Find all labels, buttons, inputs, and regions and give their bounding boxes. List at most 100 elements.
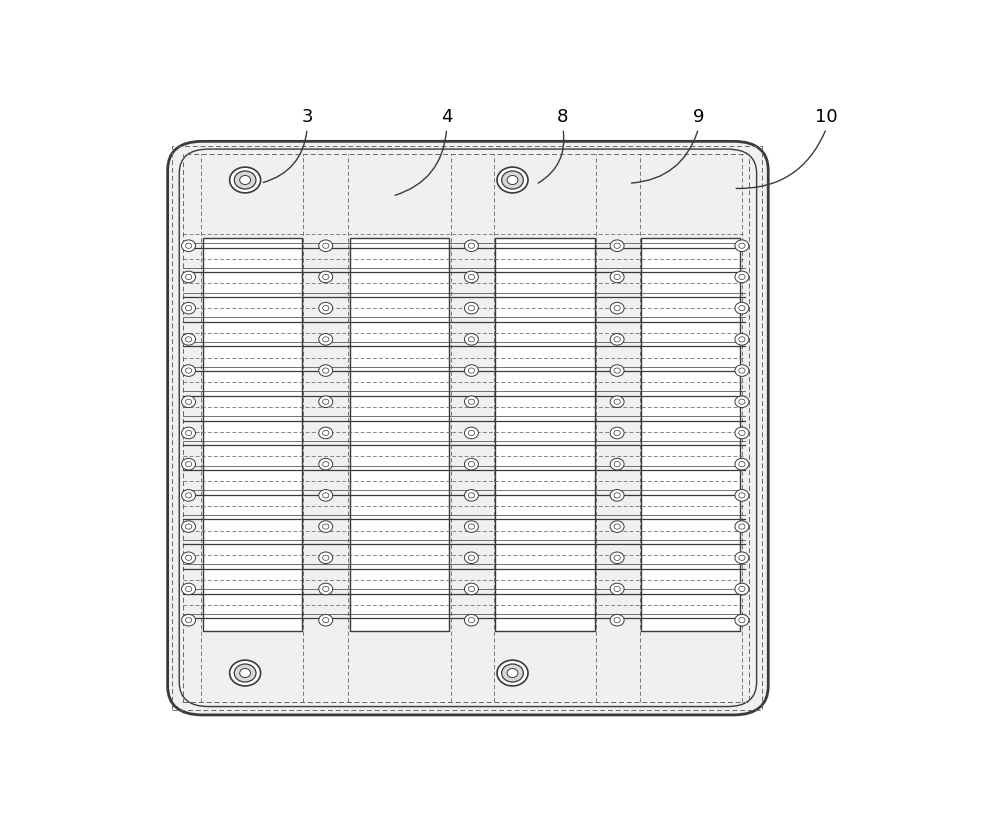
Circle shape bbox=[614, 400, 620, 405]
Circle shape bbox=[614, 618, 620, 623]
Circle shape bbox=[610, 553, 624, 564]
Text: 8: 8 bbox=[557, 108, 569, 126]
Circle shape bbox=[319, 459, 333, 471]
Circle shape bbox=[185, 306, 192, 311]
Circle shape bbox=[468, 555, 475, 561]
Circle shape bbox=[464, 553, 478, 564]
Circle shape bbox=[735, 521, 749, 533]
Circle shape bbox=[319, 614, 333, 626]
Circle shape bbox=[614, 306, 620, 311]
Circle shape bbox=[464, 490, 478, 502]
Circle shape bbox=[182, 365, 196, 377]
Circle shape bbox=[468, 275, 475, 280]
Circle shape bbox=[739, 338, 745, 343]
Circle shape bbox=[323, 618, 329, 623]
Circle shape bbox=[739, 493, 745, 498]
Circle shape bbox=[182, 241, 196, 252]
Circle shape bbox=[240, 669, 251, 678]
Circle shape bbox=[610, 490, 624, 502]
Circle shape bbox=[614, 462, 620, 467]
Circle shape bbox=[735, 614, 749, 626]
Circle shape bbox=[610, 272, 624, 283]
Circle shape bbox=[468, 524, 475, 529]
Circle shape bbox=[735, 490, 749, 502]
Circle shape bbox=[323, 524, 329, 529]
Circle shape bbox=[735, 584, 749, 595]
Circle shape bbox=[464, 241, 478, 252]
Circle shape bbox=[464, 334, 478, 346]
Circle shape bbox=[610, 396, 624, 408]
Circle shape bbox=[739, 275, 745, 280]
Circle shape bbox=[323, 431, 329, 436]
Circle shape bbox=[319, 334, 333, 346]
Text: 10: 10 bbox=[815, 108, 838, 126]
Circle shape bbox=[610, 584, 624, 595]
Circle shape bbox=[319, 521, 333, 533]
Circle shape bbox=[507, 176, 518, 186]
Circle shape bbox=[735, 396, 749, 408]
Circle shape bbox=[323, 338, 329, 343]
Circle shape bbox=[230, 660, 261, 686]
Circle shape bbox=[240, 176, 251, 186]
Circle shape bbox=[497, 660, 528, 686]
Circle shape bbox=[464, 365, 478, 377]
Circle shape bbox=[464, 303, 478, 314]
Circle shape bbox=[610, 303, 624, 314]
Circle shape bbox=[739, 244, 745, 249]
Circle shape bbox=[182, 614, 196, 626]
Bar bbox=[202, 239, 302, 631]
Circle shape bbox=[319, 428, 333, 439]
Circle shape bbox=[464, 396, 478, 408]
Circle shape bbox=[739, 431, 745, 436]
Circle shape bbox=[182, 459, 196, 471]
Circle shape bbox=[614, 493, 620, 498]
Circle shape bbox=[182, 272, 196, 283]
Circle shape bbox=[735, 459, 749, 471]
Circle shape bbox=[185, 338, 192, 343]
Circle shape bbox=[614, 524, 620, 529]
Circle shape bbox=[468, 431, 475, 436]
Circle shape bbox=[185, 587, 192, 592]
FancyBboxPatch shape bbox=[168, 142, 768, 715]
Circle shape bbox=[182, 490, 196, 502]
Circle shape bbox=[735, 334, 749, 346]
Circle shape bbox=[182, 396, 196, 408]
Circle shape bbox=[735, 365, 749, 377]
Circle shape bbox=[185, 244, 192, 249]
Circle shape bbox=[323, 306, 329, 311]
Circle shape bbox=[468, 338, 475, 343]
Circle shape bbox=[185, 618, 192, 623]
Circle shape bbox=[464, 521, 478, 533]
Circle shape bbox=[735, 272, 749, 283]
Circle shape bbox=[319, 396, 333, 408]
Circle shape bbox=[323, 493, 329, 498]
Bar bbox=[495, 239, 595, 631]
Circle shape bbox=[319, 553, 333, 564]
Circle shape bbox=[468, 587, 475, 592]
Circle shape bbox=[182, 334, 196, 346]
Circle shape bbox=[739, 524, 745, 529]
Circle shape bbox=[468, 400, 475, 405]
Bar bbox=[183, 155, 749, 702]
Circle shape bbox=[182, 428, 196, 439]
Circle shape bbox=[185, 555, 192, 561]
Circle shape bbox=[739, 587, 745, 592]
Circle shape bbox=[464, 459, 478, 471]
Circle shape bbox=[468, 462, 475, 467]
Bar bbox=[172, 147, 762, 711]
Circle shape bbox=[464, 428, 478, 439]
Circle shape bbox=[735, 428, 749, 439]
Circle shape bbox=[614, 338, 620, 343]
Circle shape bbox=[185, 524, 192, 529]
Circle shape bbox=[502, 665, 523, 682]
Circle shape bbox=[614, 431, 620, 436]
Circle shape bbox=[319, 490, 333, 502]
Circle shape bbox=[610, 614, 624, 626]
Circle shape bbox=[323, 369, 329, 374]
Circle shape bbox=[323, 400, 329, 405]
Circle shape bbox=[182, 303, 196, 314]
Circle shape bbox=[739, 369, 745, 374]
Circle shape bbox=[610, 521, 624, 533]
Circle shape bbox=[185, 369, 192, 374]
Circle shape bbox=[230, 168, 261, 194]
